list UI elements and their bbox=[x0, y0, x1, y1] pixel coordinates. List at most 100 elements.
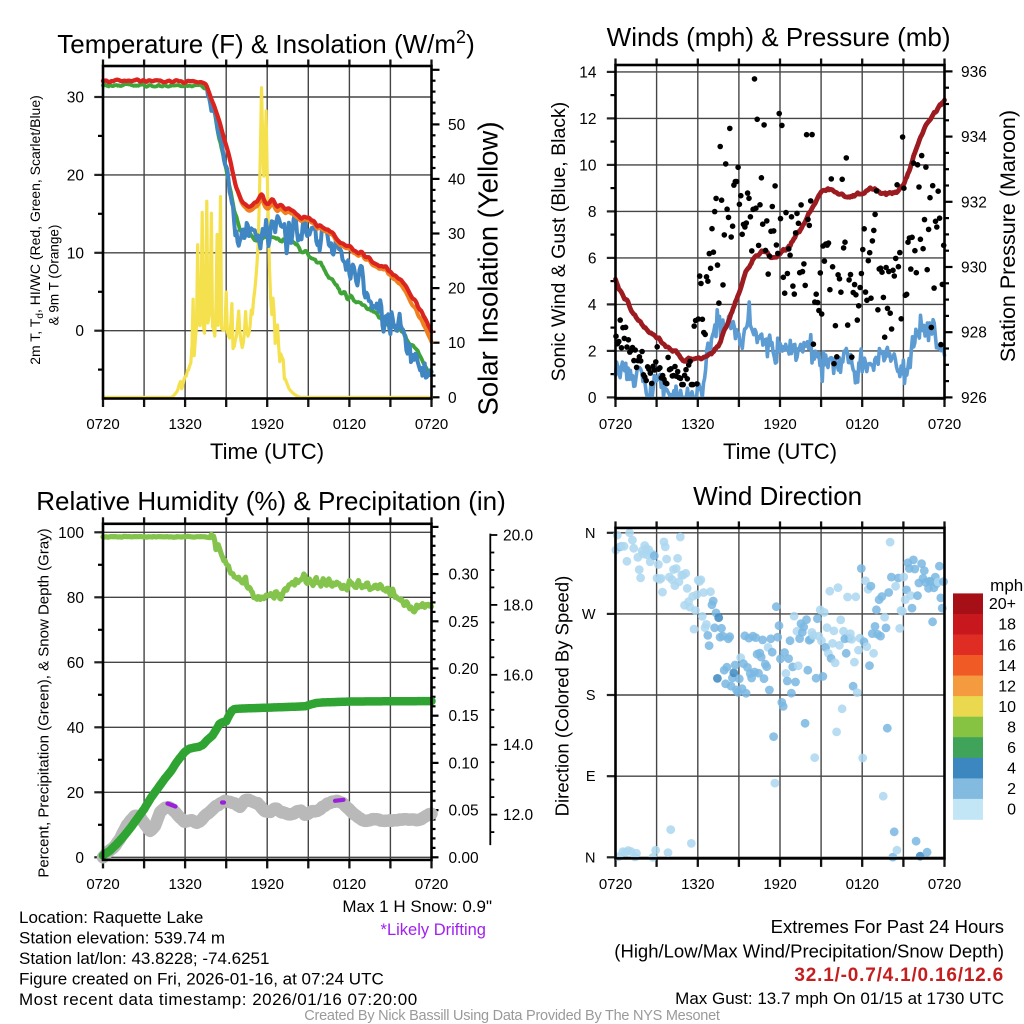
svg-text:W: W bbox=[582, 607, 596, 623]
svg-text:18.0: 18.0 bbox=[503, 597, 534, 614]
svg-text:10: 10 bbox=[448, 335, 466, 352]
svg-text:10: 10 bbox=[998, 699, 1016, 716]
svg-text:Wind Direction: Wind Direction bbox=[693, 481, 862, 511]
svg-text:14: 14 bbox=[998, 658, 1016, 675]
svg-text:934: 934 bbox=[961, 129, 987, 146]
svg-text:Station lat/lon: 43.8228; -74.: Station lat/lon: 43.8228; -74.6251 bbox=[19, 949, 269, 968]
svg-text:0.25: 0.25 bbox=[449, 614, 479, 631]
svg-text:6: 6 bbox=[588, 250, 597, 267]
svg-text:0720: 0720 bbox=[86, 876, 119, 893]
svg-text:4: 4 bbox=[1007, 761, 1016, 778]
svg-text:0: 0 bbox=[75, 323, 84, 340]
svg-text:Direction (Colored By Speed): Direction (Colored By Speed) bbox=[552, 576, 573, 817]
svg-text:0.20: 0.20 bbox=[449, 661, 480, 678]
svg-text:0: 0 bbox=[588, 390, 597, 407]
svg-text:40: 40 bbox=[67, 720, 85, 737]
svg-text:1920: 1920 bbox=[251, 416, 284, 433]
svg-text:6: 6 bbox=[1007, 740, 1016, 757]
svg-text:18: 18 bbox=[998, 617, 1016, 634]
svg-text:0.00: 0.00 bbox=[449, 850, 480, 867]
svg-text:20.0: 20.0 bbox=[503, 528, 534, 545]
svg-text:1920: 1920 bbox=[251, 876, 284, 893]
svg-text:2m T, Td, HI/WC (Red, Green, S: 2m T, Td, HI/WC (Red, Green, Scarlet/Blu… bbox=[27, 95, 46, 365]
svg-text:Station elevation: 539.74 m: Station elevation: 539.74 m bbox=[19, 929, 225, 948]
svg-text:Percent, Precipitation (Green): Percent, Precipitation (Green), & Snow D… bbox=[36, 528, 53, 877]
svg-text:mph: mph bbox=[990, 576, 1023, 595]
svg-text:14.0: 14.0 bbox=[503, 737, 534, 754]
svg-text:N: N bbox=[585, 850, 595, 866]
svg-text:16: 16 bbox=[998, 637, 1016, 654]
svg-text:0720: 0720 bbox=[415, 876, 448, 893]
svg-text:0: 0 bbox=[448, 390, 457, 407]
svg-text:4: 4 bbox=[588, 297, 597, 314]
svg-text:0720: 0720 bbox=[599, 416, 632, 433]
svg-text:1920: 1920 bbox=[763, 876, 796, 893]
svg-text:Solar Insolation (Yellow): Solar Insolation (Yellow) bbox=[473, 121, 504, 415]
svg-text:Max 1 H Snow: 0.9": Max 1 H Snow: 0.9" bbox=[342, 897, 492, 916]
svg-text:2: 2 bbox=[1007, 781, 1016, 798]
svg-text:20+: 20+ bbox=[989, 596, 1016, 613]
svg-text:30: 30 bbox=[67, 90, 85, 107]
svg-text:& 9m T (Orange): & 9m T (Orange) bbox=[47, 225, 62, 326]
svg-text:0.05: 0.05 bbox=[449, 803, 479, 820]
svg-text:E: E bbox=[586, 769, 596, 785]
svg-text:0120: 0120 bbox=[846, 876, 879, 893]
svg-text:Sonic Wind & Gust (Blue, Black: Sonic Wind & Gust (Blue, Black) bbox=[548, 102, 570, 382]
svg-text:8: 8 bbox=[1007, 719, 1016, 736]
svg-text:1320: 1320 bbox=[681, 416, 714, 433]
svg-text:(High/Low/Max Wind/Precipitati: (High/Low/Max Wind/Precipitation/Snow De… bbox=[614, 941, 1004, 962]
svg-text:1320: 1320 bbox=[168, 416, 201, 433]
svg-text:0120: 0120 bbox=[333, 876, 366, 893]
svg-text:12.0: 12.0 bbox=[503, 807, 534, 824]
svg-text:14: 14 bbox=[579, 64, 597, 81]
svg-text:20: 20 bbox=[67, 785, 85, 802]
svg-text:1320: 1320 bbox=[681, 876, 714, 893]
svg-text:16.0: 16.0 bbox=[503, 667, 534, 684]
svg-text:*Likely Drifting: *Likely Drifting bbox=[381, 921, 486, 939]
svg-text:N: N bbox=[585, 526, 595, 542]
svg-text:0.15: 0.15 bbox=[449, 708, 479, 725]
svg-text:20: 20 bbox=[67, 167, 85, 184]
svg-text:Max Gust: 13.7 mph On 01/15 at: Max Gust: 13.7 mph On 01/15 at 1730 UTC bbox=[675, 989, 1004, 1008]
svg-text:60: 60 bbox=[67, 655, 85, 672]
svg-text:1320: 1320 bbox=[168, 876, 201, 893]
svg-text:Time (UTC): Time (UTC) bbox=[723, 439, 837, 464]
svg-text:Relative Humidity (%) & Precip: Relative Humidity (%) & Precipitation (i… bbox=[36, 486, 506, 516]
svg-text:0: 0 bbox=[75, 850, 84, 867]
svg-text:100: 100 bbox=[58, 525, 84, 542]
svg-text:930: 930 bbox=[961, 260, 987, 277]
svg-text:Station Pressure (Maroon): Station Pressure (Maroon) bbox=[996, 110, 1020, 362]
svg-text:0.30: 0.30 bbox=[449, 567, 480, 584]
svg-text:32.1/-0.7/4.1/0.16/12.6: 32.1/-0.7/4.1/0.16/12.6 bbox=[794, 965, 1004, 986]
svg-text:2: 2 bbox=[588, 343, 597, 360]
svg-text:Location: Raquette Lake: Location: Raquette Lake bbox=[19, 908, 203, 927]
svg-text:Winds (mph) & Pressure (mb): Winds (mph) & Pressure (mb) bbox=[607, 22, 951, 52]
svg-text:Time (UTC): Time (UTC) bbox=[210, 439, 324, 464]
svg-text:928: 928 bbox=[961, 325, 987, 342]
svg-text:Most recent data timestamp: 20: Most recent data timestamp: 2026/01/16 0… bbox=[19, 990, 418, 1009]
svg-text:926: 926 bbox=[961, 390, 987, 407]
svg-text:Extremes For Past 24 Hours: Extremes For Past 24 Hours bbox=[771, 916, 1004, 937]
svg-text:12: 12 bbox=[579, 111, 596, 128]
svg-text:10: 10 bbox=[579, 157, 597, 174]
svg-text:0: 0 bbox=[1007, 802, 1016, 819]
svg-text:936: 936 bbox=[961, 64, 987, 81]
svg-text:0720: 0720 bbox=[928, 416, 961, 433]
svg-text:0120: 0120 bbox=[846, 416, 879, 433]
svg-text:932: 932 bbox=[961, 194, 987, 211]
svg-text:80: 80 bbox=[67, 590, 85, 607]
svg-text:12: 12 bbox=[998, 678, 1016, 695]
svg-text:Figure created on Fri, 2026-01: Figure created on Fri, 2026-01-16, at 07… bbox=[19, 970, 384, 989]
svg-text:1920: 1920 bbox=[763, 416, 796, 433]
svg-text:0720: 0720 bbox=[415, 416, 448, 433]
svg-text:10: 10 bbox=[67, 245, 85, 262]
svg-text:0720: 0720 bbox=[599, 876, 632, 893]
svg-text:0720: 0720 bbox=[86, 416, 119, 433]
svg-text:50: 50 bbox=[448, 117, 466, 134]
svg-text:0.10: 0.10 bbox=[449, 755, 480, 772]
svg-text:30: 30 bbox=[448, 226, 466, 243]
svg-text:0120: 0120 bbox=[333, 416, 366, 433]
svg-text:S: S bbox=[586, 688, 596, 704]
svg-text:Temperature (F) & Insolation (: Temperature (F) & Insolation (W/m2) bbox=[57, 27, 474, 59]
svg-text:40: 40 bbox=[448, 171, 466, 188]
